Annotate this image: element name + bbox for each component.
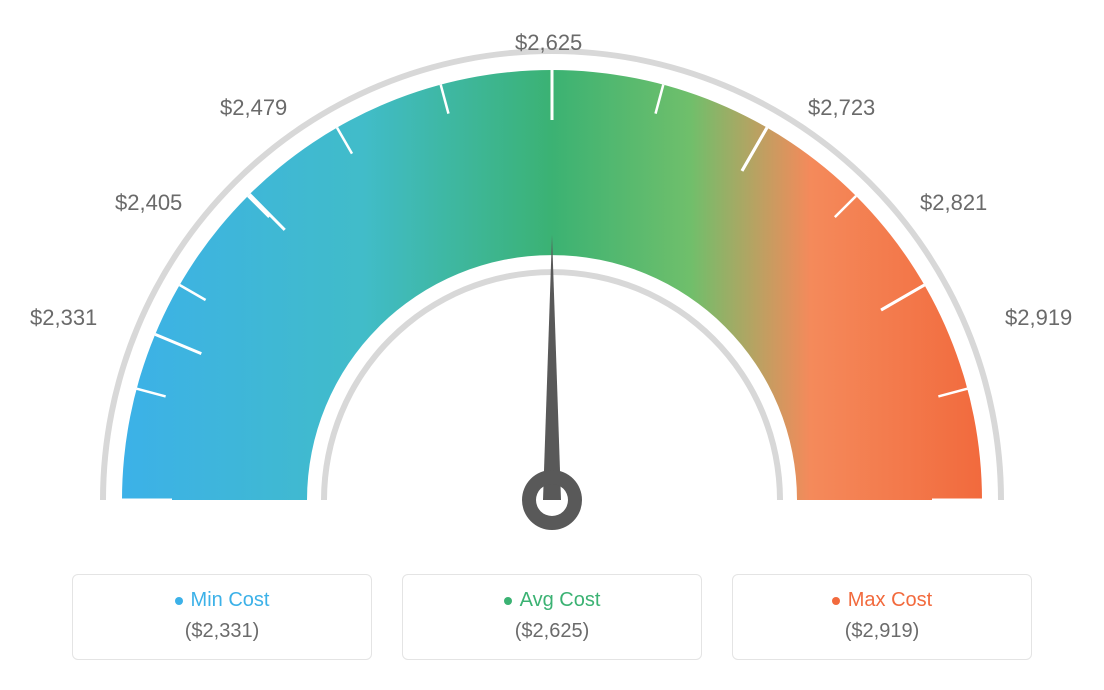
- gauge-area: $2,331 $2,405 $2,479 $2,625 $2,723 $2,821 $2,9…: [0, 0, 1104, 540]
- gauge-tick-label: $2,405: [115, 190, 182, 216]
- gauge-tick-label: $2,821: [920, 190, 987, 216]
- cost-gauge-chart: $2,331 $2,405 $2,479 $2,625 $2,723 $2,821 $2,9…: [0, 0, 1104, 690]
- legend-label-avg: Avg Cost: [520, 589, 601, 612]
- legend-dot-min: [175, 597, 183, 605]
- legend-dot-max: [832, 597, 840, 605]
- legend-value-avg: ($2,625): [423, 620, 681, 643]
- gauge-tick-label: $2,625: [515, 30, 582, 56]
- legend-label-max: Max Cost: [848, 589, 932, 612]
- gauge-svg: [0, 0, 1104, 540]
- legend-title-min: Min Cost: [93, 589, 351, 612]
- legend-label-min: Min Cost: [191, 589, 270, 612]
- legend-title-max: Max Cost: [753, 589, 1011, 612]
- legend-dot-avg: [504, 597, 512, 605]
- gauge-tick-label: $2,723: [808, 95, 875, 121]
- gauge-tick-label: $2,331: [30, 305, 97, 331]
- gauge-tick-label: $2,479: [220, 95, 287, 121]
- gauge-tick-label: $2,919: [1005, 305, 1072, 331]
- legend-card-max: Max Cost ($2,919): [732, 574, 1032, 660]
- legend-card-min: Min Cost ($2,331): [72, 574, 372, 660]
- legend-card-avg: Avg Cost ($2,625): [402, 574, 702, 660]
- legend-value-max: ($2,919): [753, 620, 1011, 643]
- legend-row: Min Cost ($2,331) Avg Cost ($2,625) Max …: [0, 574, 1104, 660]
- legend-title-avg: Avg Cost: [423, 589, 681, 612]
- legend-value-min: ($2,331): [93, 620, 351, 643]
